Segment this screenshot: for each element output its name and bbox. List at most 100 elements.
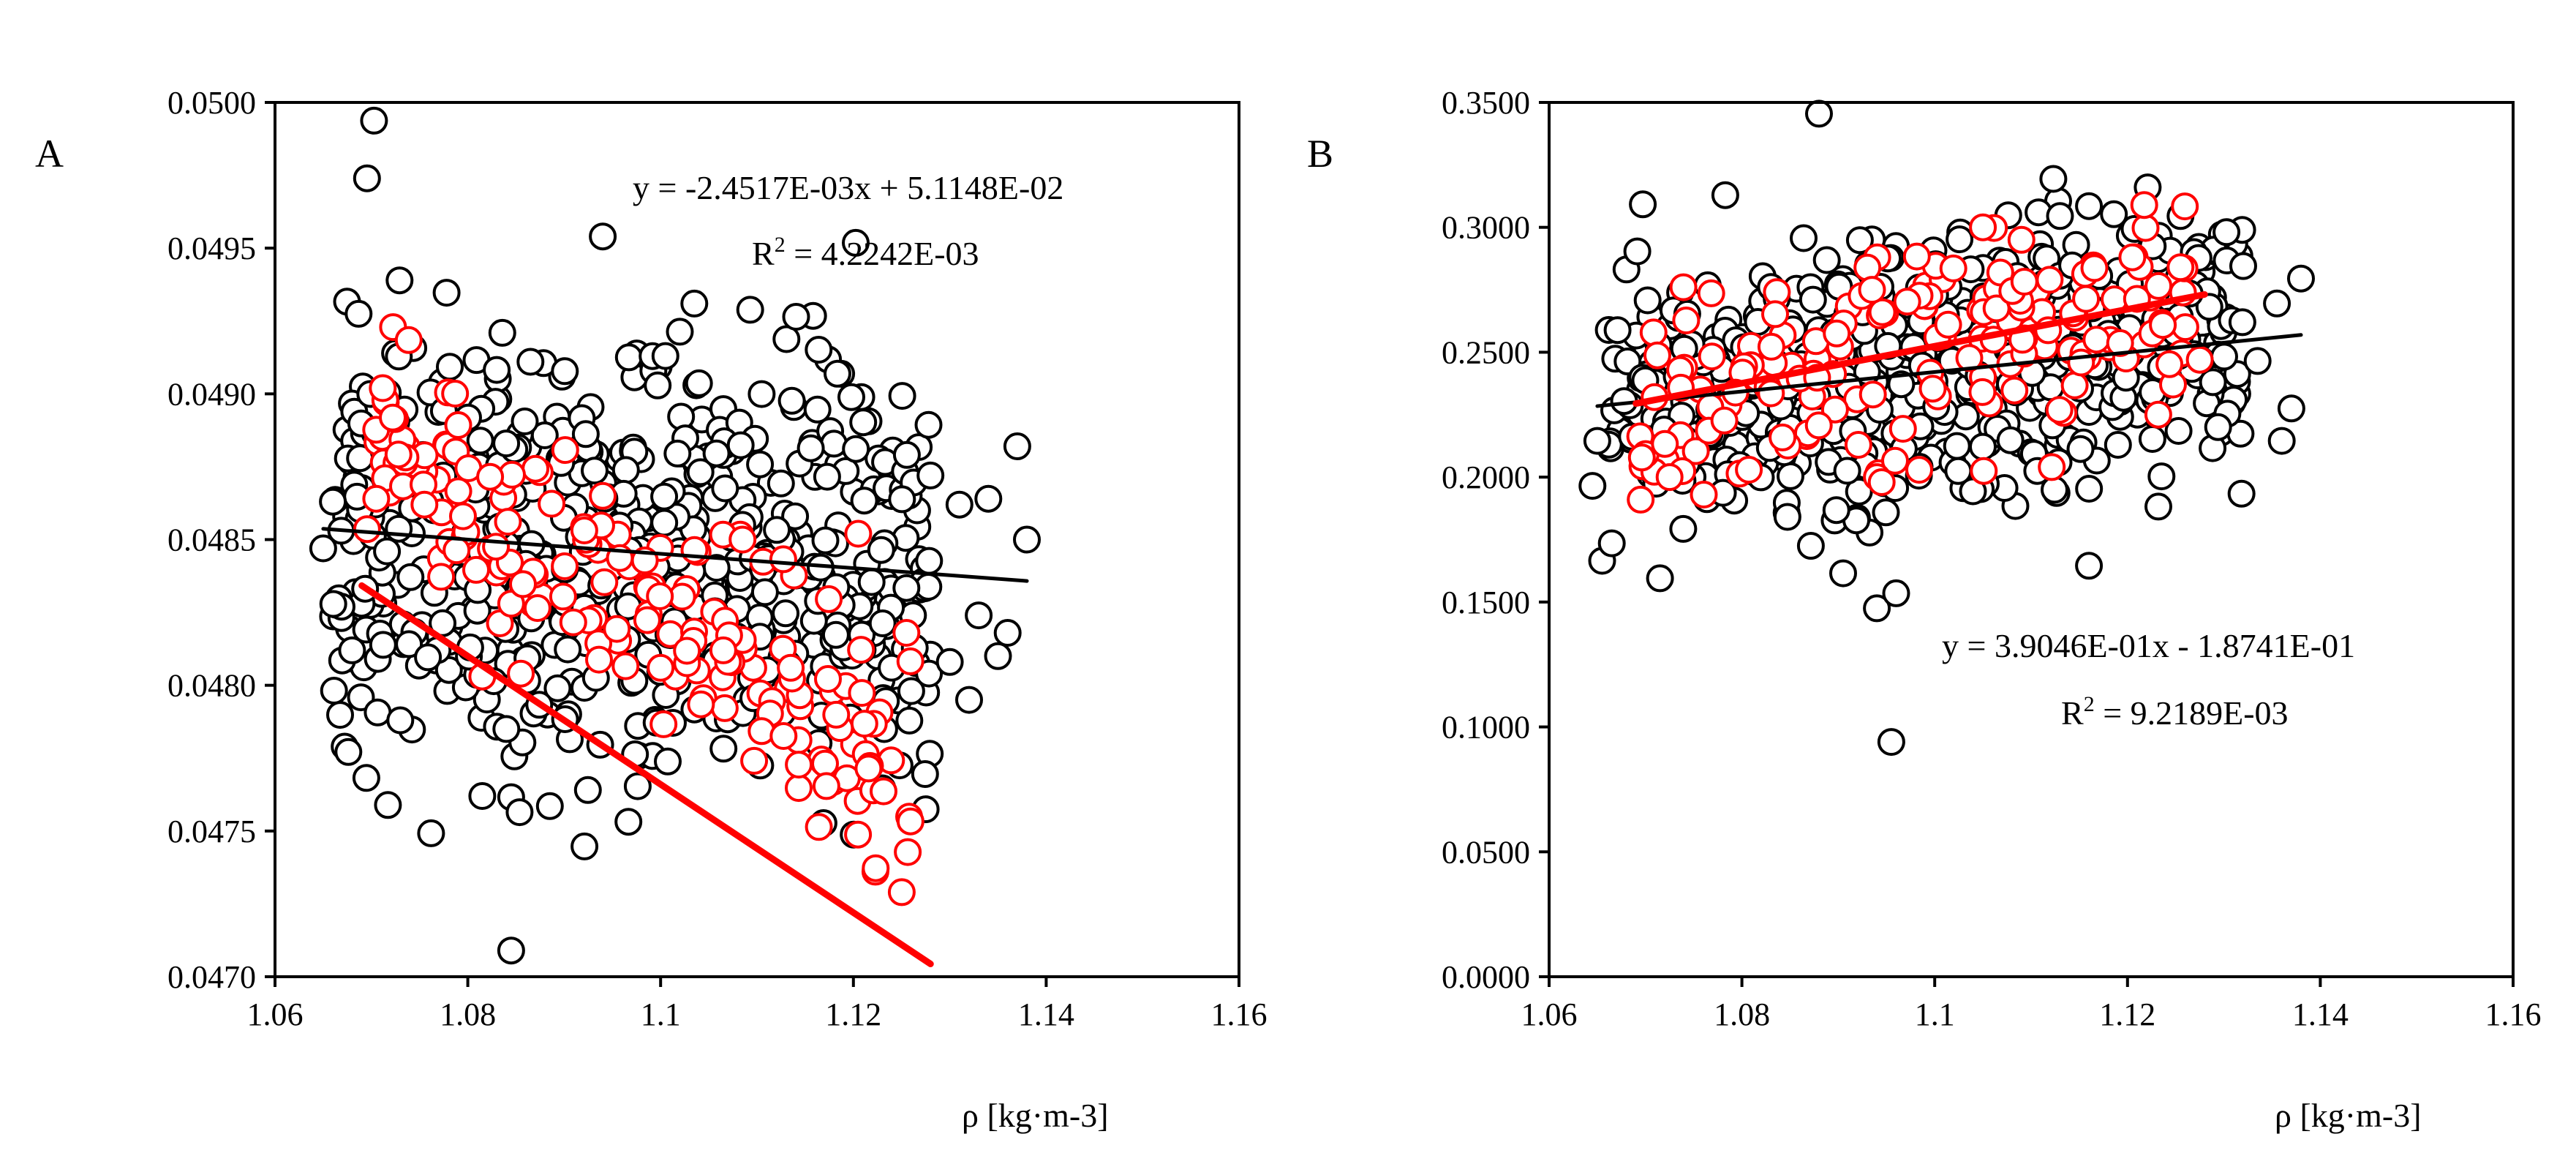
panel-a-x-tick-label: 1.12 [825, 996, 881, 1032]
panel-b-point [1829, 559, 1857, 588]
panel-a-point [497, 936, 525, 965]
panel-a-point [436, 353, 464, 381]
panel-b-point [1790, 224, 1818, 252]
panel-b-x-tick-label: 1.1 [1915, 996, 1955, 1032]
panel-b-selected-point [1757, 332, 1785, 361]
panel-a-selected-point [812, 772, 840, 800]
panel-b-selected-point [1735, 456, 1763, 484]
panel-b-selected-point [2010, 268, 2038, 296]
panel-a-r2: R2 = 4.2242E-03 [752, 233, 979, 272]
panel-b-selected-point [1757, 379, 1785, 408]
panel-a-y-tick-label: 0.0475 [167, 814, 256, 849]
panel-b-point [2243, 347, 2272, 375]
panel-b-point [2144, 492, 2172, 521]
panel-b-point [1882, 579, 1910, 607]
panel-a-y-tick-label: 0.0490 [167, 376, 256, 412]
panel-a-y-tick-label: 0.0500 [167, 85, 256, 121]
panel-b-selected-point [2035, 266, 2064, 294]
panel-b-selected-point [1672, 307, 1701, 334]
panel-b-point [2204, 413, 2232, 441]
panel-b-y-tick-label: 0.0500 [1442, 834, 1530, 870]
panel-a-point [811, 526, 840, 555]
panel-b-selected-point [1934, 310, 1962, 339]
panel-b-y-tick-label: 0.1000 [1442, 710, 1530, 746]
panel-b-point [1777, 462, 1804, 490]
panel-a-selected-point [549, 582, 577, 611]
panel-a-selected-point [892, 619, 921, 647]
panel-b-selected-point [1655, 463, 1684, 492]
panel-a-selected-point [538, 489, 566, 518]
panel-a-point [309, 534, 337, 563]
panel-b-r2: R2 = 9.2189E-03 [2061, 692, 2289, 732]
panel-a-selected-point [494, 508, 522, 536]
panel-a-point [554, 635, 582, 664]
panel-b-point [2100, 200, 2128, 228]
panel-a-point [614, 343, 643, 372]
panel-b-selected-point [1968, 378, 1997, 406]
panel-b-selected-point [2130, 191, 2158, 219]
panel-a-point [935, 647, 964, 676]
panel-a-selected-point [362, 484, 391, 513]
panel-a-point [867, 536, 895, 564]
panel-a-point [396, 563, 425, 591]
panel-a-x-tick-label: 1.06 [247, 996, 304, 1032]
panel-a-point [666, 318, 694, 346]
panel-a-selected-point [442, 536, 471, 565]
panel-a-point [849, 408, 878, 437]
panel-b-selected-point [1804, 411, 1833, 440]
panel-b-r2-prefix: R [2061, 694, 2084, 732]
panel-a-point [1003, 432, 1031, 460]
panel-b-y-tick-label: 0.2000 [1442, 459, 1530, 495]
panel-a-selected-point [507, 659, 535, 688]
panel-a-point [353, 164, 381, 192]
panel-a-point [334, 737, 363, 766]
panel-a-selected-point [740, 746, 769, 775]
panel-b-point [2195, 293, 2223, 321]
panel-a-point [974, 484, 1003, 513]
panel-a-selected-point [476, 462, 505, 491]
panel-a-point [551, 357, 579, 386]
panel-b-selected-point [1643, 341, 1671, 369]
panel-b-point [2046, 202, 2074, 230]
panel-a-point [911, 760, 939, 788]
panel-a-point [736, 296, 764, 324]
panel-a-point [892, 574, 921, 602]
panel-a-selected-point [521, 454, 550, 483]
panel-a-selected-point [814, 665, 842, 693]
panel-b-selected-point [1844, 431, 1872, 459]
panel-b-point [1603, 316, 1632, 345]
panel-b-x-axis-label: ρ [kg·m-3] [2275, 1097, 2422, 1134]
panel-a-point [385, 266, 414, 295]
panel-b-point [1845, 477, 1873, 506]
panel-a-point [915, 547, 944, 575]
panel-a-y-tick-label: 0.0480 [167, 668, 256, 704]
panel-a-point [432, 279, 461, 307]
panel-a-selected-point [441, 380, 470, 408]
panel-b-points [1578, 100, 2315, 757]
panel-a-selected-point [769, 545, 797, 574]
panel-a-point [685, 369, 713, 397]
panel-a-point [614, 808, 643, 836]
panel-a-point [955, 686, 983, 714]
panel-a-point [373, 537, 402, 566]
panel-a-selected-point [449, 502, 477, 530]
panel-a-selected-point [709, 636, 737, 664]
panel-a-point [868, 609, 897, 637]
panel-b-point [1872, 498, 1900, 527]
panel-a-point [344, 299, 373, 328]
panel-a-selected-point [444, 477, 472, 506]
panel-a-selected-point [394, 326, 423, 354]
panel-a-point [767, 469, 795, 498]
panel-a-point [897, 677, 925, 705]
panel-b-point [2066, 435, 2095, 463]
panel-b-selected-point [1955, 344, 1984, 372]
panel-a-selected-point [570, 517, 598, 544]
panel-b-point [2287, 264, 2315, 293]
panel-a-point [535, 792, 564, 820]
panel-a-selected-point [509, 570, 537, 598]
panel-b-point [1996, 426, 2025, 454]
panel-a-point [644, 371, 672, 399]
panel-a-selected-point [603, 615, 631, 643]
panel-a-point [395, 630, 423, 658]
